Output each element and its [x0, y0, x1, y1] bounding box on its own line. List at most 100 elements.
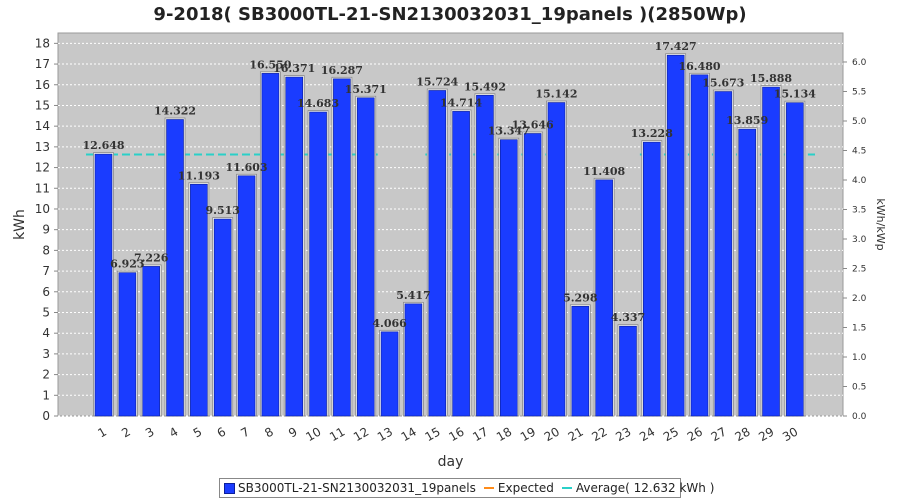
bar	[333, 78, 351, 417]
y2-tick-label: 0.5	[852, 382, 866, 392]
bar-series	[93, 53, 806, 417]
x-tick-label: 6	[215, 424, 229, 440]
bar	[213, 218, 232, 417]
grid-lines	[58, 42, 843, 417]
y-tick-label: 10	[35, 202, 50, 216]
x-tick-label: 21	[566, 424, 586, 444]
chart-title: 9-2018( SB3000TL-21-SN2130032031_19panel…	[153, 4, 747, 25]
bar	[190, 183, 208, 417]
y2-tick-label: 6.0	[852, 58, 867, 68]
axes: 01234567891011121314151617180.00.51.01.5…	[35, 36, 867, 444]
data-label: 5.298	[563, 291, 598, 304]
x-tick-label: 30	[780, 424, 800, 444]
x-tick-label: 1	[95, 424, 109, 440]
y-tick-label: 9	[42, 223, 50, 237]
x-tick-label: 25	[661, 424, 681, 444]
x-tick-label: 29	[756, 424, 776, 444]
y2-tick-label: 2.5	[852, 264, 866, 274]
data-label: 5.417	[396, 289, 430, 302]
bar	[142, 266, 160, 417]
data-label: 15.888	[750, 72, 792, 85]
y2-tick-label: 0.0	[852, 412, 867, 422]
bar	[738, 128, 756, 417]
x-tick-label: 16	[446, 424, 466, 444]
bar	[309, 111, 327, 417]
y-tick-label: 16	[35, 78, 50, 92]
average-swatch	[561, 487, 572, 489]
x-tick-label: 22	[589, 424, 609, 444]
y-tick-label: 5	[42, 305, 50, 319]
x-tick-label: 5	[191, 424, 205, 440]
legend-expected-label: Expected	[497, 481, 554, 495]
y2-tick-label: 2.0	[852, 294, 867, 304]
legend-item-average: Average( 12.632 kWh )	[561, 481, 715, 495]
data-label: 13.646	[512, 118, 554, 131]
legend-item-series: SB3000TL-21-SN2130032031_19panels	[224, 481, 476, 495]
data-label: 16.287	[321, 64, 363, 77]
data-label: 16.550	[249, 58, 291, 71]
y2-axis-label: kWh/kWp	[874, 198, 887, 250]
bar	[380, 331, 399, 417]
x-tick-label: 14	[399, 424, 419, 444]
x-tick-label: 24	[637, 424, 657, 444]
data-label: 13.228	[631, 127, 673, 140]
y-tick-label: 14	[35, 119, 50, 133]
bar	[285, 76, 304, 417]
y-tick-label: 12	[35, 161, 50, 175]
bar	[94, 153, 113, 417]
x-tick-label: 20	[542, 424, 562, 444]
y2-tick-label: 4.5	[852, 146, 866, 156]
y-tick-label: 1	[42, 388, 50, 402]
bar	[166, 119, 184, 417]
x-tick-label: 26	[685, 424, 705, 444]
bar	[452, 111, 470, 417]
bar	[666, 54, 685, 417]
y2-tick-label: 1.5	[852, 323, 866, 333]
data-label: 14.322	[154, 104, 196, 117]
data-label: 15.142	[535, 88, 577, 101]
bar	[595, 179, 613, 417]
bar	[356, 97, 375, 417]
x-tick-label: 4	[167, 424, 181, 440]
y-tick-label: 0	[42, 409, 50, 423]
x-tick-label: 28	[732, 424, 752, 444]
bar	[428, 90, 447, 417]
data-label: 4.337	[611, 311, 645, 324]
y-axis-label: kWh	[12, 209, 28, 240]
x-tick-label: 18	[494, 424, 514, 444]
bar	[690, 74, 709, 417]
y-tick-label: 3	[42, 347, 50, 361]
data-label: 11.603	[225, 161, 267, 174]
x-tick-label: 7	[238, 424, 252, 440]
data-label: 16.371	[273, 62, 315, 75]
y2-tick-label: 1.0	[852, 353, 867, 363]
data-label: 12.648	[82, 139, 124, 152]
data-label: 15.673	[702, 77, 744, 90]
bar	[404, 303, 423, 417]
legend-average-label: Average( 12.632 kWh )	[575, 481, 715, 495]
y-tick-label: 13	[35, 140, 50, 154]
y2-tick-label: 4.0	[852, 176, 867, 186]
y-tick-label: 8	[42, 243, 50, 257]
bar	[619, 325, 637, 417]
legend: SB3000TL-21-SN2130032031_19panels Expect…	[219, 478, 714, 498]
data-label: 6.923	[110, 258, 144, 271]
data-label: 14.714	[440, 96, 482, 109]
legend-series-label: SB3000TL-21-SN2130032031_19panels	[238, 481, 476, 495]
series-swatch	[224, 482, 235, 494]
y2-tick-label: 3.5	[852, 205, 866, 215]
bar	[762, 86, 780, 417]
data-label: 15.134	[774, 88, 816, 101]
x-tick-label: 12	[351, 424, 371, 444]
data-label: 11.408	[583, 165, 625, 178]
x-axis-label: day	[438, 454, 464, 470]
bar	[476, 94, 494, 417]
y2-tick-label: 5.5	[852, 87, 866, 97]
x-tick-label: 10	[303, 424, 323, 444]
data-label: 14.683	[297, 97, 339, 110]
data-label: 15.724	[416, 75, 458, 88]
y-tick-label: 11	[35, 181, 50, 195]
data-label: 7.226	[134, 251, 169, 264]
data-label: 9.513	[205, 204, 239, 217]
bar	[118, 272, 137, 417]
